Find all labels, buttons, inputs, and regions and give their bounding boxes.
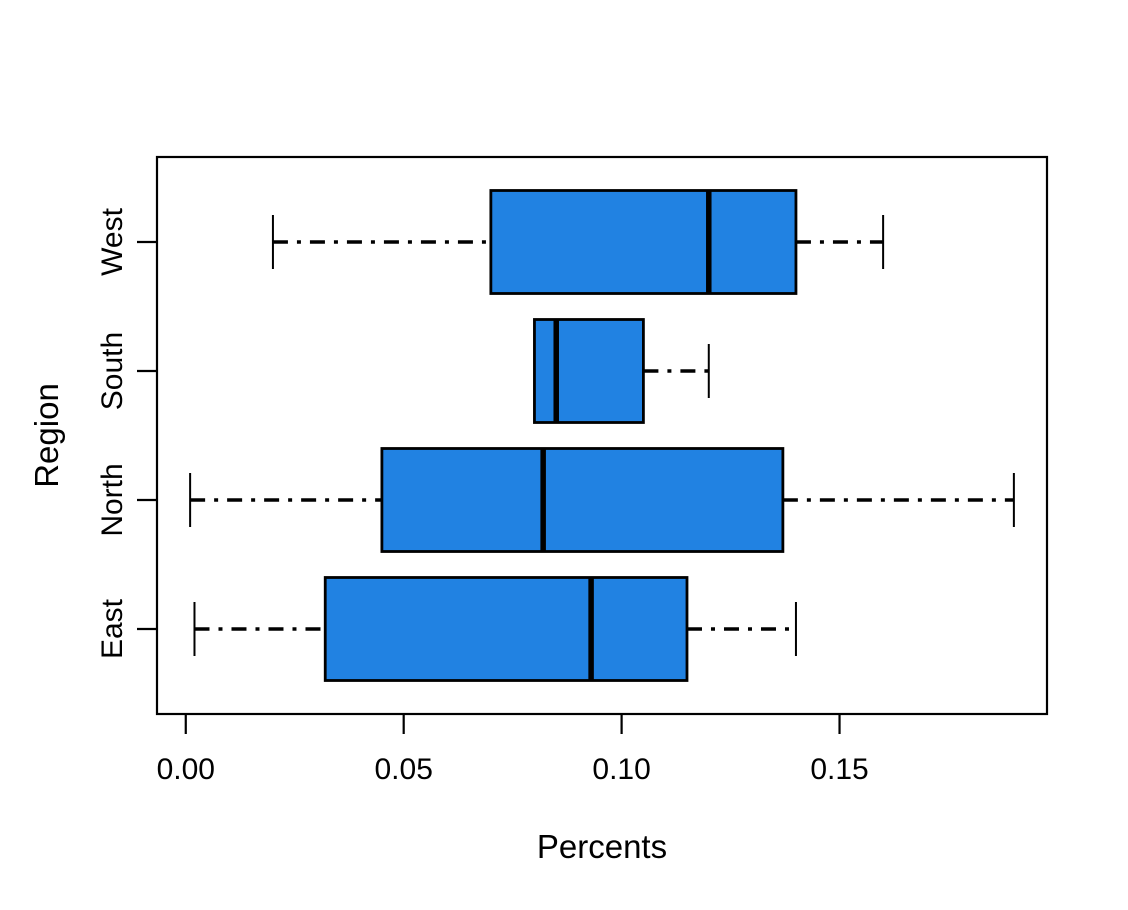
y-tick-label-north: North [96, 463, 129, 536]
y-axis-title: Region [28, 383, 65, 488]
box-north [380, 447, 785, 553]
y-tick-label-east: East [96, 598, 129, 659]
x-axis-title: Percents [537, 828, 667, 865]
box-east [323, 576, 689, 682]
y-tick-label-south: South [96, 332, 129, 410]
y-tick-label-west: West [96, 207, 129, 275]
x-tick-label-0.10: 0.10 [592, 753, 650, 786]
plot-border [155, 155, 1049, 716]
box-west [489, 189, 798, 295]
x-tick-label-0.00: 0.00 [157, 753, 215, 786]
box-south [533, 318, 645, 424]
x-tick-label-0.05: 0.05 [374, 753, 432, 786]
x-tick-label-0.15: 0.15 [810, 753, 868, 786]
